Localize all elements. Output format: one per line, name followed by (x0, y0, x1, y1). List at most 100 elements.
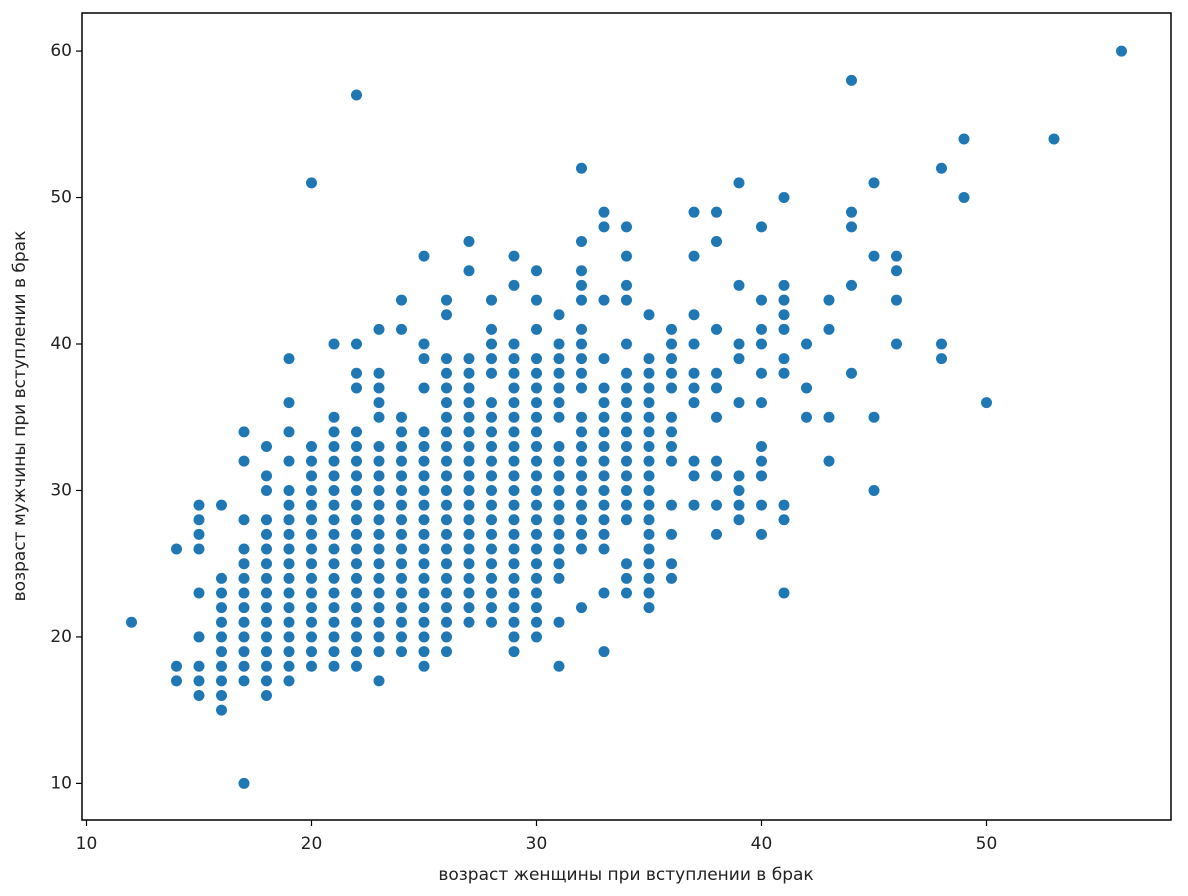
point (531, 353, 542, 365)
point (216, 616, 227, 628)
point (216, 631, 227, 643)
point (283, 528, 295, 540)
point (553, 411, 565, 423)
point (598, 221, 610, 233)
point (598, 499, 610, 511)
point (666, 558, 677, 570)
point (598, 411, 610, 423)
point (486, 499, 497, 511)
point (576, 455, 587, 467)
point (351, 426, 362, 438)
point (486, 426, 497, 438)
point (733, 470, 745, 482)
point (463, 499, 475, 511)
point (531, 631, 542, 643)
point (463, 543, 475, 555)
point (823, 323, 835, 335)
point (418, 470, 430, 482)
point (756, 323, 767, 335)
point (666, 528, 677, 540)
point (711, 323, 722, 335)
point (553, 382, 565, 394)
point (576, 602, 587, 614)
point (531, 323, 542, 335)
point (283, 660, 295, 672)
point (643, 558, 655, 570)
point (576, 514, 587, 526)
point (553, 397, 565, 409)
point (621, 279, 632, 291)
point (598, 426, 610, 438)
point (238, 631, 250, 643)
point (756, 397, 767, 409)
point (553, 528, 565, 540)
point (688, 250, 700, 262)
point (261, 484, 272, 496)
point (216, 704, 227, 716)
point (261, 631, 272, 643)
point (373, 514, 385, 526)
point (238, 777, 250, 789)
point (418, 499, 430, 511)
point (486, 294, 497, 306)
point (621, 426, 632, 438)
point (418, 660, 430, 672)
point (688, 206, 700, 218)
point (351, 455, 362, 467)
point (801, 382, 812, 394)
point (418, 587, 430, 599)
point (261, 558, 272, 570)
point (238, 660, 250, 672)
point (418, 353, 430, 365)
point (508, 631, 520, 643)
point (171, 675, 182, 687)
point (261, 690, 272, 702)
point (351, 543, 362, 555)
point (463, 411, 475, 423)
point (666, 455, 677, 467)
point (621, 397, 632, 409)
point (891, 294, 902, 306)
point (733, 397, 745, 409)
point (463, 587, 475, 599)
point (643, 587, 655, 599)
point (508, 470, 520, 482)
point (463, 470, 475, 482)
point (778, 192, 790, 204)
point (373, 484, 385, 496)
point (351, 587, 362, 599)
point (733, 514, 745, 526)
point (306, 616, 317, 628)
point (193, 514, 205, 526)
point (418, 572, 430, 584)
point (711, 470, 722, 482)
point (778, 294, 790, 306)
point (643, 602, 655, 614)
x-tick-label: 30 (526, 834, 548, 854)
point (441, 543, 452, 555)
point (328, 455, 340, 467)
point (216, 690, 227, 702)
point (463, 367, 475, 379)
point (486, 587, 497, 599)
point (531, 367, 542, 379)
point (351, 528, 362, 540)
point (756, 338, 767, 350)
point (193, 499, 205, 511)
point (328, 499, 340, 511)
point (778, 353, 790, 365)
point (508, 353, 520, 365)
point (576, 367, 587, 379)
point (216, 572, 227, 584)
point (328, 543, 340, 555)
x-tick-label: 40 (751, 834, 773, 854)
point (328, 572, 340, 584)
point (328, 616, 340, 628)
point (283, 499, 295, 511)
point (351, 382, 362, 394)
point (891, 265, 902, 277)
point (531, 411, 542, 423)
point (711, 411, 722, 423)
point (396, 294, 407, 306)
point (463, 572, 475, 584)
